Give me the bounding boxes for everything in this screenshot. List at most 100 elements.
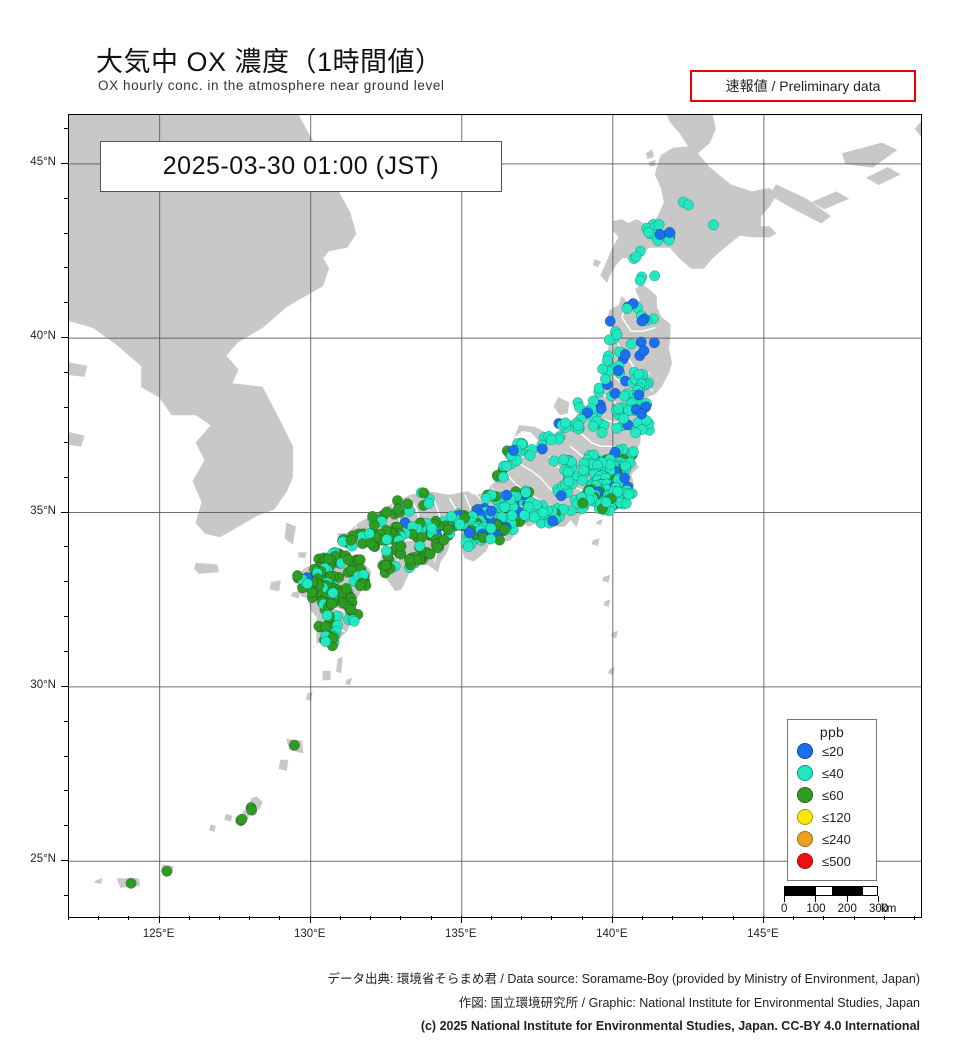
y-tick-major	[61, 162, 68, 164]
legend-entry-label: ≤240	[822, 831, 851, 847]
legend-color-swatch	[797, 765, 813, 781]
y-tick-minor	[64, 825, 68, 827]
y-axis-label: 40°N	[30, 330, 56, 343]
x-tick-minor	[883, 916, 885, 920]
scale-segment	[832, 887, 864, 895]
x-tick-major	[158, 916, 160, 923]
x-tick-minor	[128, 916, 130, 920]
scale-label: 0	[781, 903, 788, 915]
scale-tick	[815, 896, 817, 902]
legend-entry: ≤20	[788, 740, 876, 762]
legend-panel: ppb ≤20 ≤40 ≤60 ≤120 ≤240	[787, 719, 877, 881]
x-tick-minor	[219, 916, 221, 920]
x-tick-major	[611, 916, 613, 923]
legend-entry: ≤240	[788, 828, 876, 850]
y-tick-minor	[64, 127, 68, 129]
y-axis-label: 30°N	[30, 678, 56, 691]
footer-data-source: データ出典: 環境省そらまめ君 / Data source: Soramame-…	[327, 972, 920, 986]
scale-bar-labels: 0 100 200 300 km	[781, 903, 924, 917]
y-tick-minor	[64, 616, 68, 618]
x-tick-minor	[339, 916, 341, 920]
scale-label: 100	[806, 903, 826, 915]
legend-entry-label: ≤20	[822, 743, 844, 759]
footer-graphic-credit: 作図: 国立環境研究所 / Graphic: National Institut…	[458, 996, 920, 1010]
x-tick-minor	[249, 916, 251, 920]
x-tick-minor	[370, 916, 372, 920]
legend-color-swatch	[797, 787, 813, 803]
y-tick-major	[61, 511, 68, 513]
x-tick-minor	[430, 916, 432, 920]
x-tick-minor	[581, 916, 583, 920]
map-plot-area[interactable]	[68, 114, 922, 918]
legend-color-swatch	[797, 831, 813, 847]
x-axis-label: 135°E	[445, 928, 477, 940]
map-canvas	[69, 115, 921, 917]
y-tick-minor	[64, 546, 68, 548]
scale-label: 300	[869, 903, 889, 915]
x-tick-minor	[793, 916, 795, 920]
scale-bar: 0 100 200 300 km	[781, 886, 924, 917]
x-tick-minor	[279, 916, 281, 920]
x-tick-minor	[490, 916, 492, 920]
x-tick-minor	[98, 916, 100, 920]
y-tick-major	[61, 685, 68, 687]
scale-label: 200	[837, 903, 857, 915]
x-tick-minor	[642, 916, 644, 920]
y-tick-minor	[64, 302, 68, 304]
x-axis-label: 140°E	[596, 928, 628, 940]
legend-entry: ≤500	[788, 850, 876, 872]
y-tick-major	[61, 337, 68, 339]
legend-entry-label: ≤40	[822, 765, 844, 781]
y-tick-major	[61, 860, 68, 862]
x-axis-label: 125°E	[142, 928, 175, 940]
scale-tick	[846, 896, 848, 902]
y-tick-minor	[64, 650, 68, 652]
x-axis-label: 130°E	[293, 928, 326, 940]
x-tick-major	[460, 916, 462, 923]
y-axis-label: 35°N	[30, 504, 56, 517]
scale-segment	[785, 887, 817, 895]
y-tick-minor	[64, 232, 68, 234]
timestamp-box: 2025-03-30 01:00 (JST)	[100, 141, 502, 192]
scale-bar-segments	[784, 886, 878, 896]
x-tick-major	[309, 916, 311, 923]
scale-unit: km	[881, 903, 897, 915]
x-tick-minor	[913, 916, 915, 920]
station-markers	[125, 196, 720, 889]
x-tick-minor	[732, 916, 734, 920]
y-tick-minor	[64, 720, 68, 722]
y-tick-minor	[64, 406, 68, 408]
legend-entry: ≤60	[788, 784, 876, 806]
preliminary-data-badge: 速報値 / Preliminary data	[690, 70, 916, 102]
page-title: 大気中 OX 濃度（1時間値）	[96, 47, 443, 77]
y-axis-label: 45°N	[30, 155, 56, 168]
legend-entry-label: ≤60	[822, 787, 844, 803]
x-tick-minor	[672, 916, 674, 920]
y-tick-minor	[64, 476, 68, 478]
legend-entry-label: ≤500	[822, 853, 851, 869]
legend-entry: ≤120	[788, 806, 876, 828]
x-tick-minor	[702, 916, 704, 920]
page-subtitle: OX hourly conc. in the atmosphere near g…	[98, 78, 445, 93]
y-tick-minor	[64, 895, 68, 897]
x-tick-major	[762, 916, 764, 923]
y-tick-minor	[64, 755, 68, 757]
x-tick-minor	[551, 916, 553, 920]
x-tick-minor	[188, 916, 190, 920]
legend-color-swatch	[797, 853, 813, 869]
x-tick-minor	[823, 916, 825, 920]
scale-tick	[784, 896, 785, 902]
legend-title: ppb	[819, 724, 845, 740]
legend-entry-label: ≤120	[822, 809, 851, 825]
legend-color-swatch	[797, 743, 813, 759]
y-tick-minor	[64, 441, 68, 443]
x-tick-minor	[521, 916, 523, 920]
footer-copyright: (c) 2025 National Institute for Environm…	[420, 1019, 920, 1033]
y-tick-minor	[64, 790, 68, 792]
legend-color-swatch	[797, 809, 813, 825]
scale-bar-ticks	[784, 896, 879, 902]
y-tick-minor	[64, 372, 68, 374]
y-tick-minor	[64, 267, 68, 269]
y-tick-minor	[64, 581, 68, 583]
